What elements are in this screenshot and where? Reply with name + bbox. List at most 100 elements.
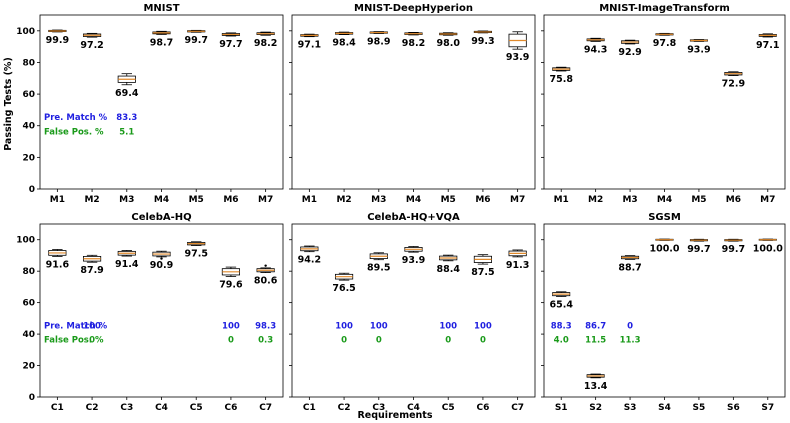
y-tick-label: 60 xyxy=(22,90,35,100)
x-tick-label-M2: M2 xyxy=(336,195,351,205)
x-tick-label-M1: M1 xyxy=(554,195,569,205)
pre-match-value-C6: 100 xyxy=(222,321,240,331)
x-axis-label: Requirements xyxy=(357,410,432,421)
x-tick-label-M5: M5 xyxy=(189,195,204,205)
value-label-M2: 97.2 xyxy=(80,40,103,51)
x-tick-label-C6: C6 xyxy=(476,403,489,413)
x-tick-label-C3: C3 xyxy=(120,403,133,413)
value-label-S3: 88.7 xyxy=(618,262,641,273)
x-tick-label-S2: S2 xyxy=(589,403,602,413)
value-label-C2: 76.5 xyxy=(332,283,355,294)
x-tick-label-M2: M2 xyxy=(588,195,603,205)
pre-match-value-C3: 100 xyxy=(370,321,388,331)
value-label-C4: 93.9 xyxy=(402,255,425,266)
pre-match-value-S3: 0 xyxy=(627,321,633,331)
x-tick-label-C5: C5 xyxy=(190,403,203,413)
x-tick-label-M7: M7 xyxy=(760,195,775,205)
panel-title: MNIST-ImageTransform xyxy=(599,3,730,14)
y-tick-label: 100 xyxy=(16,236,35,246)
y-tick-label: 40 xyxy=(22,330,35,340)
x-tick-label-S5: S5 xyxy=(693,403,706,413)
x-tick-label-M2: M2 xyxy=(84,195,99,205)
x-tick-label-S4: S4 xyxy=(658,403,671,413)
value-label-M7: 98.2 xyxy=(254,38,277,49)
pre-match-value-C2: 100 xyxy=(83,321,101,331)
outlier-C7 xyxy=(264,264,267,267)
value-label-C7: 91.3 xyxy=(506,260,529,271)
false-pos-value-C3: 0 xyxy=(376,336,382,346)
value-label-S4: 100.0 xyxy=(649,243,679,254)
x-tick-label-M1: M1 xyxy=(50,195,65,205)
x-tick-label-M5: M5 xyxy=(691,195,706,205)
x-tick-label-M7: M7 xyxy=(510,195,525,205)
y-tick-label: 20 xyxy=(22,153,35,163)
x-tick-label-M6: M6 xyxy=(726,195,741,205)
value-label-C1: 91.6 xyxy=(46,259,70,270)
value-label-S5: 99.7 xyxy=(687,244,710,255)
pre-match-label: Pre. Match % xyxy=(44,113,108,123)
value-label-M4: 98.2 xyxy=(402,38,425,49)
false-pos-label: False Pos. % xyxy=(44,127,104,137)
x-tick-label-C5: C5 xyxy=(442,403,455,413)
pre-match-value-C7: 98.3 xyxy=(255,321,276,331)
panel-title: MNIST-DeepHyperion xyxy=(354,3,473,14)
y-tick-label: 100 xyxy=(16,27,35,37)
value-label-M3: 69.4 xyxy=(115,88,139,99)
false-pos-value-S3: 11.3 xyxy=(620,336,641,346)
panel-frame xyxy=(39,223,284,398)
panel-title: CelebA-HQ xyxy=(131,212,191,223)
x-tick-label-M4: M4 xyxy=(154,195,169,205)
false-pos-value-C6: 0 xyxy=(480,336,486,346)
x-tick-label-M7: M7 xyxy=(258,195,273,205)
x-tick-label-C7: C7 xyxy=(511,403,524,413)
value-label-C5: 97.5 xyxy=(184,249,207,260)
value-label-M1: 99.9 xyxy=(46,35,69,46)
y-tick-label: 40 xyxy=(22,122,35,132)
false-pos-value-C6: 0 xyxy=(228,336,234,346)
x-tick-label-C2: C2 xyxy=(338,403,351,413)
x-tick-label-M5: M5 xyxy=(441,195,456,205)
false-pos-value-S2: 11.5 xyxy=(585,336,606,346)
x-tick-label-C2: C2 xyxy=(86,403,99,413)
value-label-M5: 99.7 xyxy=(184,35,207,46)
value-label-M1: 75.8 xyxy=(549,74,573,85)
value-label-C5: 88.4 xyxy=(436,264,460,275)
x-tick-label-C1: C1 xyxy=(303,403,316,413)
pre-match-value-M3: 83.3 xyxy=(116,113,137,123)
y-tick-label: 60 xyxy=(22,299,35,309)
x-tick-label-C4: C4 xyxy=(155,403,168,413)
value-label-M3: 98.9 xyxy=(367,37,390,48)
x-tick-label-C3: C3 xyxy=(372,403,385,413)
x-tick-label-M6: M6 xyxy=(475,195,490,205)
x-tick-label-C1: C1 xyxy=(51,403,64,413)
y-tick-label: 20 xyxy=(22,362,35,372)
x-tick-label-M6: M6 xyxy=(223,195,238,205)
x-tick-label-C6: C6 xyxy=(224,403,237,413)
value-label-M4: 98.7 xyxy=(150,37,173,48)
value-label-M7: 93.9 xyxy=(506,52,529,63)
y-tick-label: 80 xyxy=(22,267,35,277)
value-label-C7: 80.6 xyxy=(254,276,278,287)
value-label-C4: 90.9 xyxy=(150,260,173,271)
value-label-M3: 92.9 xyxy=(618,47,641,58)
x-tick-label-M3: M3 xyxy=(622,195,637,205)
value-label-M6: 97.7 xyxy=(219,39,242,50)
x-tick-label-M4: M4 xyxy=(657,195,672,205)
false-pos-label: False Pos. % xyxy=(44,336,104,346)
y-axis-label: Passing Tests (%) xyxy=(3,57,14,151)
false-pos-value-C7: 0.3 xyxy=(258,336,273,346)
value-label-C2: 87.9 xyxy=(80,265,103,276)
value-label-M6: 72.9 xyxy=(722,79,745,90)
value-label-S1: 65.4 xyxy=(549,300,573,311)
y-tick-label: 0 xyxy=(29,393,35,403)
false-pos-value-C2: 0 xyxy=(89,336,95,346)
x-tick-label-S3: S3 xyxy=(624,403,637,413)
x-tick-label-S7: S7 xyxy=(761,403,774,413)
value-label-M4: 97.8 xyxy=(653,38,677,49)
panel-title: SGSM xyxy=(648,212,681,223)
pre-match-value-S2: 86.7 xyxy=(585,321,606,331)
value-label-C6: 87.5 xyxy=(471,267,494,278)
value-label-M5: 98.0 xyxy=(436,38,460,49)
pre-match-value-C5: 100 xyxy=(439,321,457,331)
